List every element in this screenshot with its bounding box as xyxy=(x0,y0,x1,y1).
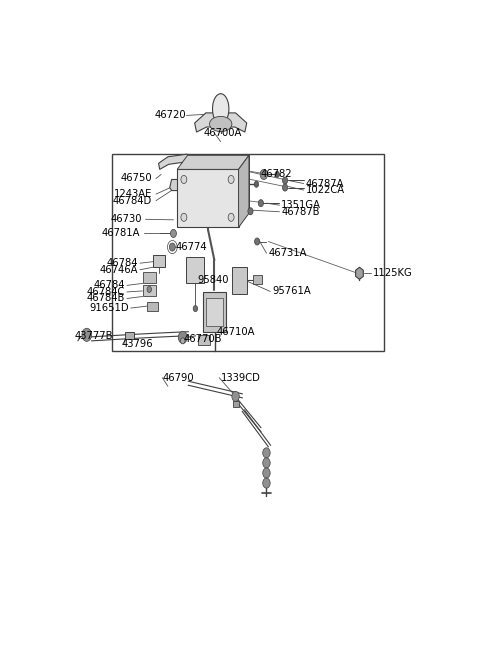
Circle shape xyxy=(193,305,198,312)
Text: 46720: 46720 xyxy=(155,111,186,121)
Polygon shape xyxy=(195,113,247,132)
Text: 95761A: 95761A xyxy=(272,286,311,297)
Circle shape xyxy=(178,181,183,189)
Circle shape xyxy=(232,391,240,402)
Circle shape xyxy=(228,176,234,183)
Polygon shape xyxy=(158,155,216,170)
Polygon shape xyxy=(170,179,218,191)
Text: 46784: 46784 xyxy=(94,280,125,290)
Text: 1351GA: 1351GA xyxy=(281,200,321,210)
Circle shape xyxy=(201,181,206,189)
Text: 91651D: 91651D xyxy=(89,303,129,313)
Text: 46784D: 46784D xyxy=(113,196,152,206)
Text: 46774: 46774 xyxy=(175,242,207,252)
Polygon shape xyxy=(177,155,249,170)
Polygon shape xyxy=(210,117,232,132)
Bar xyxy=(180,185,192,212)
Text: 1022CA: 1022CA xyxy=(305,185,345,195)
Polygon shape xyxy=(177,170,239,227)
Circle shape xyxy=(263,458,270,468)
Text: 1243AE: 1243AE xyxy=(114,189,152,199)
Circle shape xyxy=(82,328,92,341)
Text: 46784B: 46784B xyxy=(87,293,125,303)
Circle shape xyxy=(263,478,270,488)
Circle shape xyxy=(181,214,187,221)
Polygon shape xyxy=(216,155,242,170)
Text: 46790: 46790 xyxy=(162,373,194,383)
Bar xyxy=(233,402,240,407)
Bar xyxy=(143,272,156,284)
Bar xyxy=(198,335,210,345)
Text: 43796: 43796 xyxy=(121,339,153,349)
Circle shape xyxy=(181,176,187,183)
Bar xyxy=(186,257,204,284)
Polygon shape xyxy=(188,155,249,214)
Text: 43777B: 43777B xyxy=(75,331,113,341)
Text: 46731A: 46731A xyxy=(268,248,307,258)
Bar xyxy=(143,286,156,297)
Circle shape xyxy=(275,172,279,178)
Circle shape xyxy=(258,200,264,207)
Text: 46787A: 46787A xyxy=(305,179,344,189)
Polygon shape xyxy=(213,94,229,124)
Bar xyxy=(206,298,223,326)
Text: 95840: 95840 xyxy=(198,275,229,286)
Circle shape xyxy=(254,181,259,187)
Bar xyxy=(153,255,165,267)
Circle shape xyxy=(169,243,175,251)
Polygon shape xyxy=(356,267,363,279)
Circle shape xyxy=(263,468,270,478)
Text: 46782: 46782 xyxy=(260,170,292,179)
Circle shape xyxy=(170,229,177,238)
Circle shape xyxy=(178,331,187,343)
Circle shape xyxy=(147,286,152,292)
Bar xyxy=(232,267,248,295)
Text: 46700A: 46700A xyxy=(204,128,242,138)
Circle shape xyxy=(254,238,260,245)
Text: 1339CD: 1339CD xyxy=(221,373,261,383)
Circle shape xyxy=(228,214,234,221)
Text: 1125KG: 1125KG xyxy=(372,269,412,278)
Bar xyxy=(125,332,134,339)
Bar xyxy=(147,301,158,310)
Bar xyxy=(253,275,262,284)
Bar xyxy=(203,292,226,332)
Circle shape xyxy=(260,170,267,179)
Text: 46730: 46730 xyxy=(110,214,142,224)
Text: 46750: 46750 xyxy=(120,174,152,183)
Text: 46787B: 46787B xyxy=(281,207,320,217)
Text: 46781A: 46781A xyxy=(101,229,140,238)
Polygon shape xyxy=(239,155,249,227)
Text: 46784: 46784 xyxy=(107,258,138,268)
Circle shape xyxy=(180,338,185,344)
Text: 46784C: 46784C xyxy=(87,287,125,297)
Bar xyxy=(112,155,384,351)
Text: 46770B: 46770B xyxy=(184,334,222,344)
Text: 46746A: 46746A xyxy=(100,265,138,274)
Text: 46710A: 46710A xyxy=(216,328,255,337)
Bar xyxy=(198,182,207,215)
Circle shape xyxy=(248,208,253,215)
Circle shape xyxy=(282,184,288,191)
Circle shape xyxy=(282,177,288,184)
Circle shape xyxy=(263,448,270,458)
